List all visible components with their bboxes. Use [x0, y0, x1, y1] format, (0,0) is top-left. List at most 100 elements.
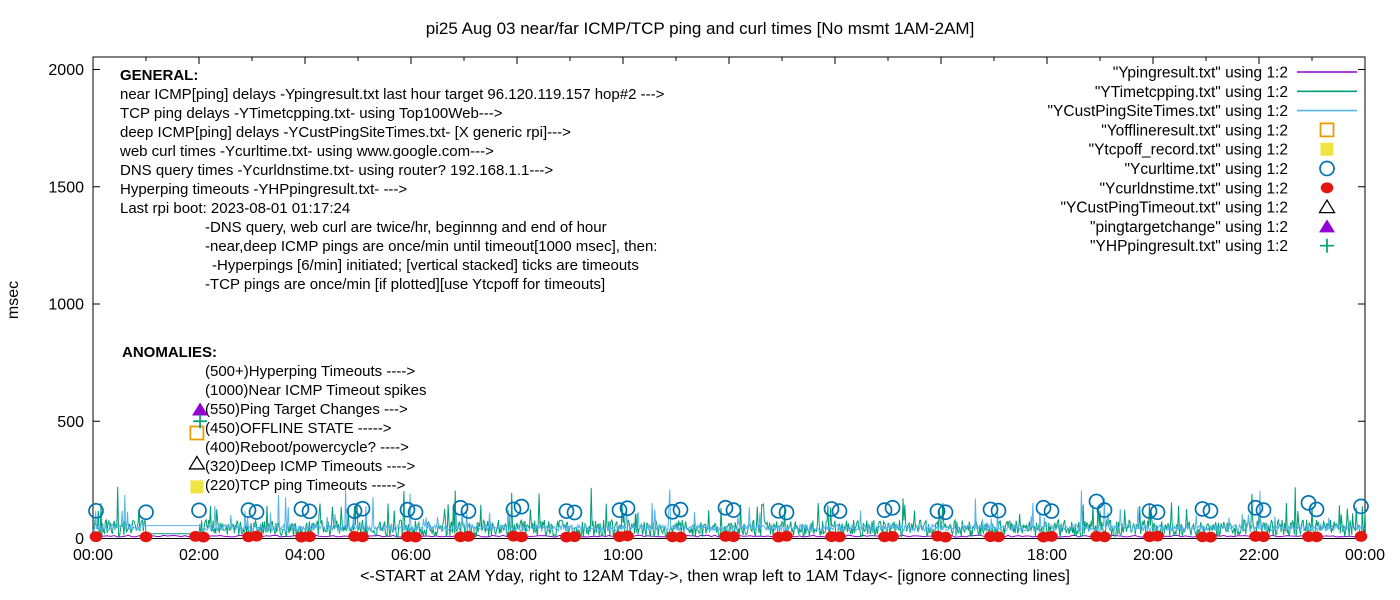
marker-circle-open: [88, 502, 104, 519]
marker-circle-filled: [515, 531, 528, 543]
general-line: -Hyperpings [6/min] initiated; [vertical…: [212, 257, 639, 274]
marker-circle-open: [884, 499, 901, 516]
general-line: near ICMP[ping] delays -Ypingresult.txt …: [120, 86, 665, 103]
marker-circle-open: [831, 503, 848, 519]
marker-circle-filled: [886, 530, 899, 542]
marker-circle-open: [513, 498, 530, 515]
x-axis-label: <-START at 2AM Yday, right to 12AM Tday-…: [360, 568, 1070, 585]
legend-label: "pingtargetchange" using 1:2: [1090, 219, 1288, 236]
x-tick-label: 16:00: [921, 547, 961, 564]
marker-circle-open: [346, 503, 363, 519]
marker-square-open: [1319, 122, 1335, 138]
marker-circle-open: [138, 504, 154, 521]
marker-circle-open: [990, 502, 1007, 519]
marker-triangle-filled: [1319, 219, 1335, 233]
marker-circle-open: [1353, 498, 1369, 515]
marker-circle-open: [937, 504, 954, 521]
marker-circle-open: [354, 500, 371, 517]
marker-circle-filled: [727, 531, 740, 543]
x-tick-label: 12:00: [709, 547, 749, 564]
x-tick-label: 04:00: [285, 547, 325, 564]
marker-circle-filled: [89, 531, 103, 543]
general-line: deep ICMP[ping] delays -YCustPingSiteTim…: [120, 124, 571, 141]
marker-circle-open: [1255, 502, 1272, 518]
anomalies-heading: ANOMALIES:: [122, 344, 217, 361]
marker-circle-open: [823, 501, 840, 517]
marker-circle-filled: [1151, 530, 1164, 542]
marker-circle-open: [619, 500, 636, 517]
y-tick-label: 2000: [48, 62, 84, 79]
x-tick-label: 14:00: [815, 547, 855, 564]
marker-circle-open: [717, 499, 734, 516]
x-tick-label: 06:00: [391, 547, 431, 564]
x-tick-label: 18:00: [1027, 547, 1067, 564]
x-tick-label: 20:00: [1133, 547, 1173, 564]
general-line: Hyperping timeouts -YHPpingresult.txt- -…: [120, 181, 408, 198]
marker-circle-open: [611, 502, 628, 518]
y-tick-label: 1000: [48, 297, 84, 314]
marker-circle-open: [664, 503, 681, 520]
marker-circle-open: [982, 501, 999, 518]
marker-circle-filled: [568, 531, 581, 543]
marker-circle-open: [293, 501, 310, 517]
legend-label: "YCustPingSiteTimes.txt" using 1:2: [1048, 103, 1288, 120]
marker-circle-filled: [1354, 530, 1368, 542]
marker-circle-filled: [409, 531, 422, 543]
general-line: -near,deep ICMP pings are once/min until…: [205, 238, 658, 255]
y-tick-label: 0: [75, 531, 84, 548]
anomaly-line: (550)Ping Target Changes --->: [205, 401, 408, 418]
general-line: -DNS query, web curl are twice/hr, begin…: [205, 219, 607, 236]
marker-triangle-filled: [192, 402, 209, 416]
marker-plus: [193, 414, 208, 429]
general-heading: GENERAL:: [120, 67, 199, 84]
marker-circle-open: [1096, 502, 1113, 518]
marker-circle-open: [1043, 503, 1060, 519]
marker-circle-open: [876, 502, 893, 518]
marker-circle-filled: [833, 531, 846, 543]
marker-circle-open: [929, 503, 946, 519]
anomaly-line: (220)TCP ping Timeouts ----->: [205, 477, 406, 494]
marker-square-filled: [190, 480, 204, 494]
marker-circle-open: [778, 504, 795, 521]
legend-label: "YCustPingTimeout.txt" using 1:2: [1060, 200, 1288, 217]
general-line: TCP ping delays -YTimetcpping.txt- using…: [120, 105, 503, 122]
marker-circle-filled: [992, 531, 1005, 543]
marker-circle-open: [1149, 504, 1166, 521]
marker-circle-open: [770, 502, 787, 519]
marker-circle-filled: [780, 530, 793, 542]
marker-circle-filled: [621, 530, 634, 542]
marker-square-filled: [1320, 142, 1334, 156]
marker-circle-open: [460, 503, 477, 519]
marker-circle-filled: [1257, 531, 1270, 543]
legend-label: "Ycurldnstime.txt" using 1:2: [1100, 180, 1288, 197]
legend-label: "Yofflineresult.txt" using 1:2: [1101, 122, 1288, 139]
marker-circle-open: [558, 503, 575, 519]
marker-circle-open: [407, 504, 424, 521]
legend-label: "Ypingresult.txt" using 1:2: [1113, 65, 1288, 82]
general-line: web curl times -Ycurltime.txt- using www…: [120, 143, 494, 160]
general-line: Last rpi boot: 2023-08-01 01:17:24: [120, 200, 351, 217]
x-tick-label: 00:00: [1345, 547, 1385, 564]
anomaly-line: (400)Reboot/powercycle? ---->: [205, 439, 409, 456]
marker-square-open: [189, 425, 205, 441]
series-YCustPingSiteTimes.txt: [92, 489, 1366, 533]
marker-circle-open: [1194, 501, 1211, 517]
marker-circle-open: [1247, 499, 1264, 516]
y-tick-label: 500: [57, 414, 84, 431]
marker-triangle-open: [1318, 198, 1336, 214]
marker-circle-filled: [1204, 531, 1217, 543]
legend-label: "YHPpingresult.txt" using 1:2: [1090, 238, 1288, 255]
anomaly-line: (1000)Near ICMP Timeout spikes: [205, 382, 427, 399]
marker-circle-filled: [1045, 530, 1058, 542]
marker-circle-filled: [1320, 182, 1334, 194]
marker-circle-open: [566, 504, 583, 521]
marker-triangle-open: [188, 455, 206, 470]
x-tick-label: 22:00: [1239, 547, 1279, 564]
marker-circle-open: [1035, 499, 1052, 516]
marker-circle-open: [1202, 502, 1219, 519]
legend-label: "Ycurltime.txt" using 1:2: [1125, 161, 1288, 178]
marker-circle-open: [1141, 503, 1158, 519]
marker-circle-open: [452, 499, 469, 516]
marker-circle-open: [399, 501, 416, 518]
